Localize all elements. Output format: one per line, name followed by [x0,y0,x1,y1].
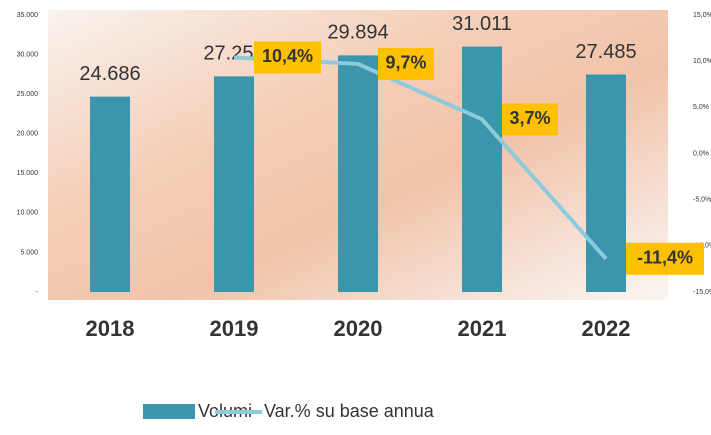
legend-swatch [143,404,195,419]
bar [462,47,502,292]
y2-tick-label: -5,0% [693,197,711,204]
y-tick-label: 25.000 [17,91,39,98]
x-tick-label: 2019 [210,316,259,341]
y-tick-label: 5.000 [20,249,38,256]
data-label: 24.686 [79,63,140,85]
data-label: 27.485 [575,41,636,63]
y-tick-label: 20.000 [17,131,39,138]
data-label: -11,4% [637,248,693,268]
y2-tick-label: -15,0% [693,289,711,296]
data-label: 10,4% [262,46,313,66]
bar [214,76,254,292]
data-label: 31.011 [452,13,512,35]
x-tick-label: 2021 [458,316,507,341]
y-tick-label: - [36,289,39,296]
x-tick-label: 2018 [86,316,135,341]
y2-tick-label: 0,0% [693,150,709,157]
data-label: 29.894 [327,22,388,44]
bar [586,74,626,292]
y-tick-label: 35.000 [17,12,39,19]
y-tick-label: 15.000 [17,170,39,177]
x-tick-label: 2020 [334,316,383,341]
legend-label: Var.% su base annua [264,401,435,421]
chart: - 5.000 10.000 15.000 20.000 25.000 30.000 35.0… [0,0,711,430]
y-tick-label: 10.000 [17,210,39,217]
y-tick-label: 30.000 [17,51,39,58]
data-label: 3,7% [509,108,550,128]
data-label: 9,7% [385,53,426,73]
bar [90,97,130,292]
y2-tick-label: 15,0% [693,12,711,19]
y2-tick-label: 10,0% [693,58,711,65]
y2-tick-label: 5,0% [693,104,709,111]
bar [338,55,378,292]
x-tick-label: 2022 [582,316,631,341]
